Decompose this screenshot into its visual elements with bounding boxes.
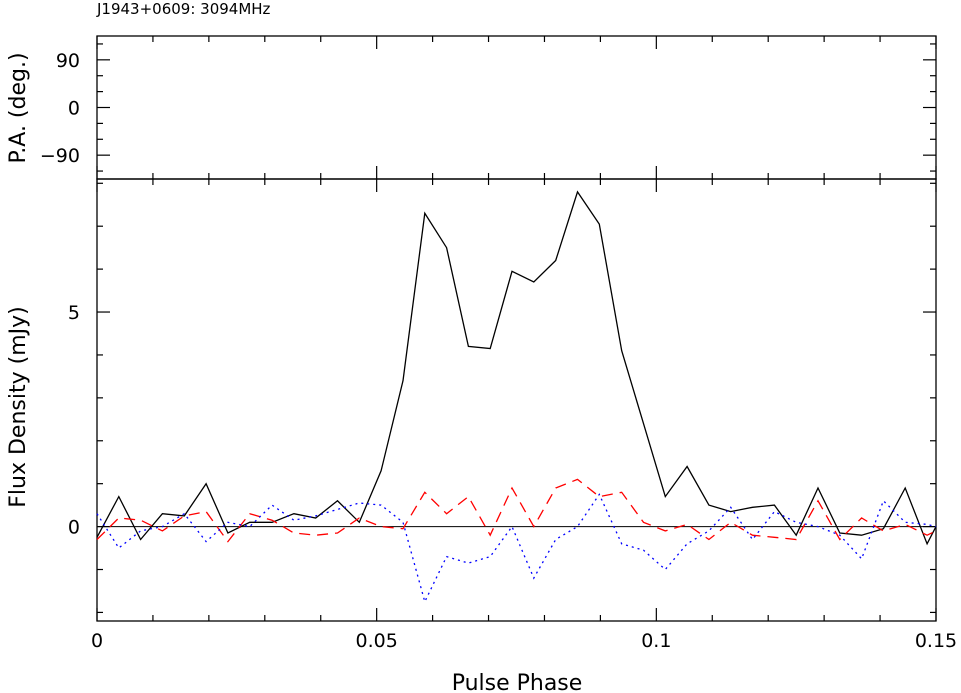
x-tick-label: 0.15 xyxy=(915,630,957,652)
x-tick-label: 0 xyxy=(91,630,103,652)
y-tick-label: 5 xyxy=(68,302,80,324)
y-tick-label: 0 xyxy=(68,517,80,539)
series-line-dashed xyxy=(96,478,937,543)
pa-axis-label: P.A. (deg.) xyxy=(6,52,31,163)
flux-panel-frame xyxy=(96,178,937,622)
tick-labels: 0 0.05 0.1 0.15 0 5 90 0 −90 xyxy=(40,50,957,652)
pa-panel-frame xyxy=(96,35,937,180)
flux-axis-label: Flux Density (mJy) xyxy=(6,306,31,507)
series-lines xyxy=(96,190,937,604)
x-tick-label: 0.1 xyxy=(641,630,671,652)
pa-tick-label: 0 xyxy=(68,98,80,120)
pa-tick-label: −90 xyxy=(40,145,80,167)
x-tick-label: 0.05 xyxy=(356,630,398,652)
x-axis-label: Pulse Phase xyxy=(452,671,583,693)
tick-marks xyxy=(96,36,937,621)
pa-tick-label: 90 xyxy=(56,50,80,72)
series-line-solid xyxy=(96,190,937,546)
series-line-dotted xyxy=(96,493,937,604)
chart-title: J1943+0609: 3094MHz xyxy=(96,0,271,18)
